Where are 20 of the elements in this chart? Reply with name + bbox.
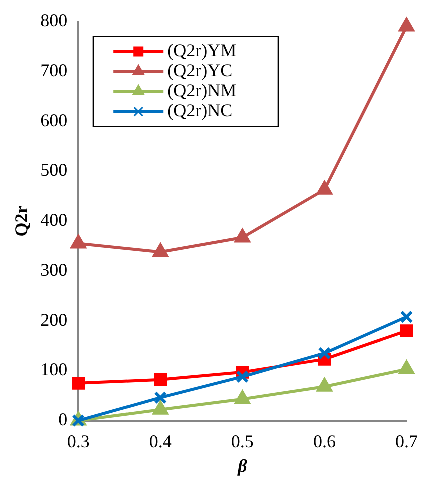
y-tick-label: 200 <box>40 310 68 330</box>
y-tick-label: 800 <box>40 10 68 31</box>
y-tick-label: 300 <box>40 260 68 280</box>
x-tick-label: 0.6 <box>313 431 336 452</box>
legend-label: (Q2r)YC <box>168 60 233 81</box>
y-tick-label: 600 <box>40 110 68 130</box>
x-axis-title: β <box>237 456 248 476</box>
y-tick-label: 700 <box>40 60 68 80</box>
y-tick-label: 100 <box>40 360 68 380</box>
x-tick-label: 0.7 <box>396 431 418 452</box>
legend-label: (Q2r)NC <box>168 100 233 121</box>
legend-label: (Q2r)NM <box>168 80 237 101</box>
x-tick-label: 0.5 <box>231 431 254 452</box>
y-tick-label: 500 <box>40 160 68 180</box>
y-tick-label: 0 <box>58 410 68 430</box>
legend-label: (Q2r)YM <box>168 40 237 61</box>
y-tick-label: 400 <box>40 210 68 230</box>
x-tick-label: 0.4 <box>149 431 172 452</box>
x-tick-label: 0.3 <box>67 431 90 452</box>
y-axis-title: Q2r <box>11 206 32 237</box>
